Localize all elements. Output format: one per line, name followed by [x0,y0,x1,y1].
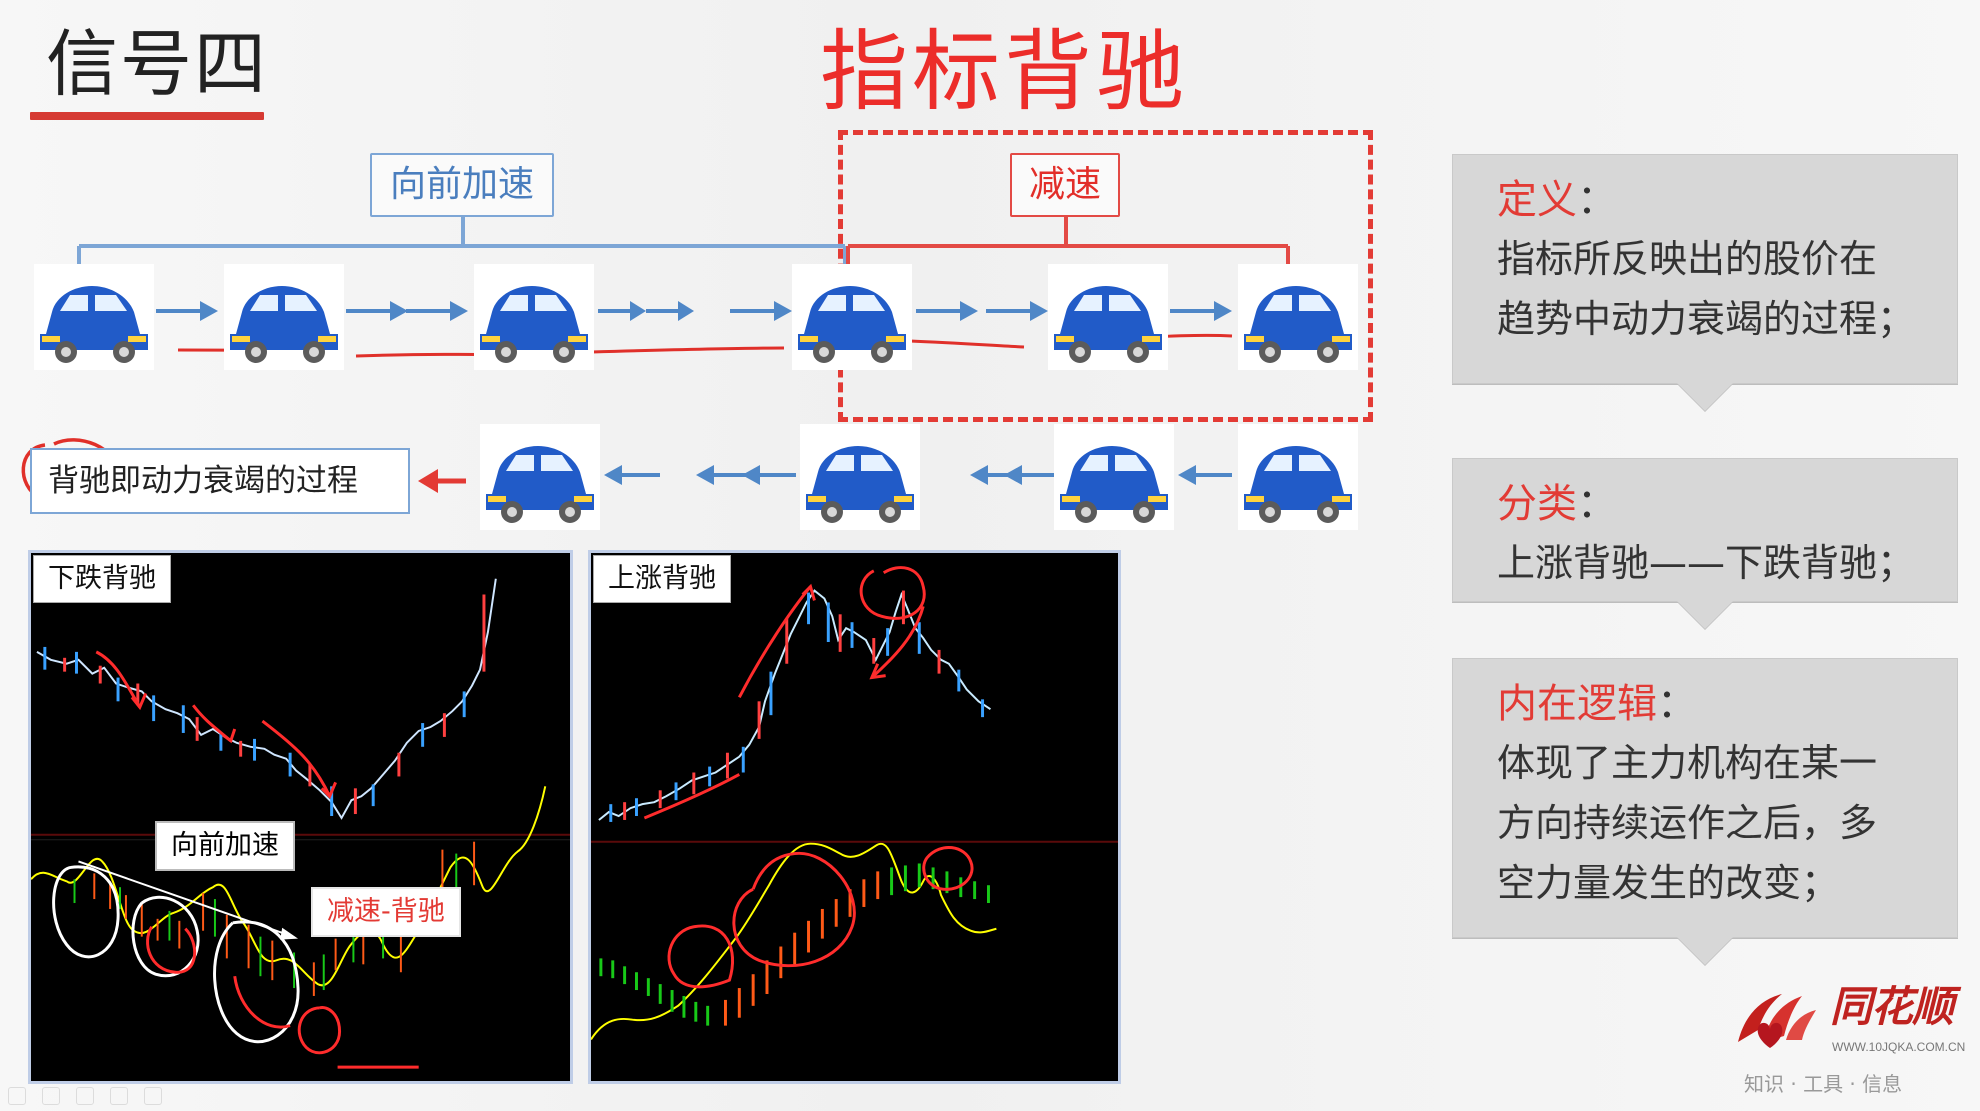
car-icon [800,424,920,530]
diagram-lines [21,217,1290,506]
info-card-definition-title: 定义： [1497,177,1617,223]
info-card-definition: 定义： 指标所反映出的股价在 趋势中动力衰竭的过程； [1452,154,1958,384]
chart-up-divergence: 上涨背驰 [588,550,1121,1084]
info-card-logic: 内在逻辑： 体现了主力机构在某一 方向持续运作之后，多 空力量发生的改变； [1452,658,1958,938]
car-icon [474,264,594,370]
info-card-categories-body: 上涨背驰——下跌背驰； [1497,541,1916,585]
chart-up-label: 上涨背驰 [593,555,731,603]
info-card-categories: 分类： 上涨背驰——下跌背驰； [1452,458,1958,602]
title-underline [30,112,264,120]
forward-acceleration-label: 向前加速 [370,153,554,217]
chart-down-graphic [31,578,570,1069]
brand-block: 同花顺 WWW.10JQKA.COM.CN 知识 · 工具 · 信息 [1730,976,1966,1096]
brand-logo-icon [1738,994,1816,1048]
slides-icon[interactable] [42,1087,60,1105]
pen-icon[interactable] [8,1087,26,1105]
car-2 [222,262,346,372]
car-icon [1054,424,1174,530]
zoom-icon[interactable] [76,1087,94,1105]
divergence-note: 背驰即动力衰竭的过程 [30,448,410,514]
brand-url: WWW.10JQKA.COM.CN [1832,1040,1966,1054]
car-1 [32,262,156,372]
info-card-definition-body: 指标所反映出的股价在 趋势中动力衰竭的过程； [1497,237,1916,341]
car-icon [1238,264,1358,370]
car-8 [798,422,922,532]
car-icon [224,264,344,370]
presentation-toolbar [8,1084,188,1108]
car-7 [478,422,602,532]
car-6 [1236,262,1360,372]
car-icon [1238,424,1358,530]
brand-name: 同花顺 [1830,982,1954,1031]
eraser-icon[interactable] [110,1087,128,1105]
car-5 [1046,262,1170,372]
car-icon [1048,264,1168,370]
main-heading: 指标背驰 [820,20,1189,123]
car-9 [1052,422,1176,532]
chart-down-divergence: 下跌背驰 向前加速 减速-背驰 [28,550,573,1084]
info-card-logic-title: 内在逻辑： [1497,681,1697,727]
car-3 [472,262,596,372]
car-icon [34,264,154,370]
car-icon [480,424,600,530]
info-card-categories-title: 分类： [1497,481,1617,527]
car-10 [1236,422,1360,532]
chart-down-divergence-label: 减速-背驰 [311,887,461,937]
chart-down-label: 下跌背驰 [33,555,171,603]
chart-up-graphic [591,566,1118,1041]
slide-title: 信号四 [46,22,269,106]
car-icon [792,264,912,370]
pointer-icon[interactable] [144,1087,162,1105]
car-4 [790,262,914,372]
chart-down-forward-label: 向前加速 [155,821,295,871]
slowdown-label: 减速 [1010,153,1120,217]
info-card-logic-body: 体现了主力机构在某一 方向持续运作之后，多 空力量发生的改变； [1497,741,1878,905]
brand-tagline: 知识 · 工具 · 信息 [1744,1072,1903,1096]
